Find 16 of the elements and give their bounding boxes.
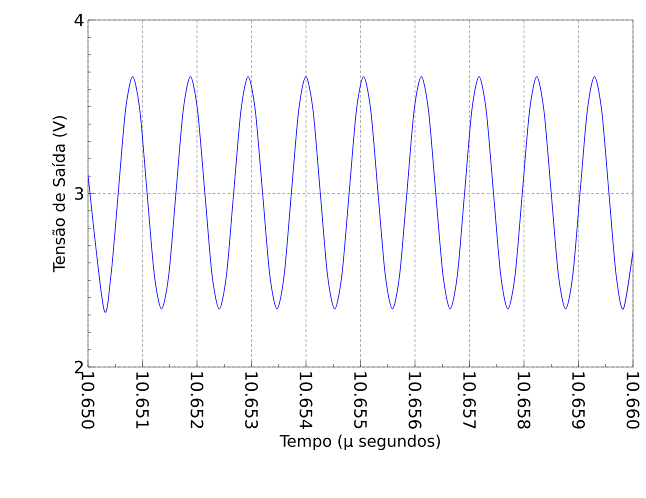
y-tick-label: 4 — [74, 14, 84, 26]
x-tick-label: 10.654 — [300, 372, 312, 429]
x-tick-label: 10.659 — [572, 372, 585, 429]
y-tick-label: 3 — [75, 187, 84, 200]
x-tick-label: 10.651 — [136, 372, 149, 428]
x-tick-label: 10.656 — [408, 372, 422, 429]
x-tick-label: 10.653 — [245, 372, 258, 428]
x-tick-label: 10.657 — [463, 372, 476, 428]
x-axis-title: Tempo (µ segundos) — [280, 434, 440, 450]
x-tick-label: 10.655 — [354, 372, 367, 428]
x-tick-label: 10.660 — [626, 372, 640, 429]
y-axis-title: Tensão de Saída (V) — [52, 116, 67, 272]
y-tick-label: 2 — [74, 360, 83, 374]
x-tick-label: 10.652 — [190, 372, 204, 428]
x-tick-label: 10.658 — [518, 372, 530, 429]
x-tick-label: 10.650 — [82, 372, 94, 429]
